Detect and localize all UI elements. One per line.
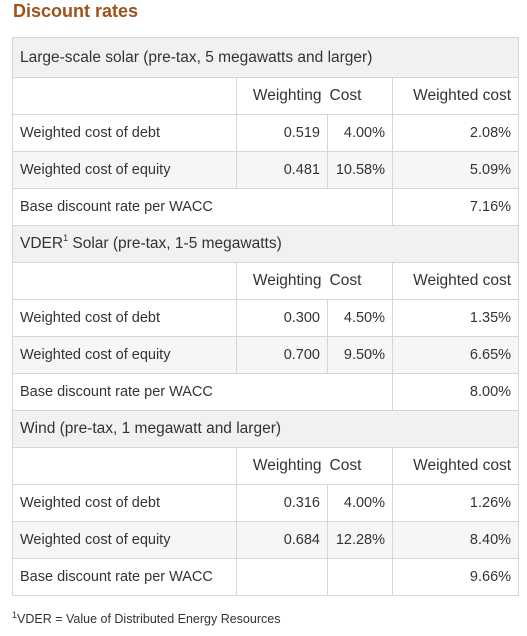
cost-value: 12.28% [327,521,393,559]
weighted-cost-value: 6.65% [391,336,520,374]
weighted-cost-header: Weighted cost [391,262,520,300]
column-header-row: Weighting Cost Weighted cost [12,77,520,115]
discount-rates-table: Large-scale solar (pre-tax, 5 megawatts … [11,37,520,596]
weighted-cost-value: 8.00% [391,373,520,411]
section-title-text: Large-scale solar (pre-tax, 5 megawatts … [20,48,373,66]
cost-value: 9.50% [327,336,393,374]
row-label: Weighted cost of equity [12,521,237,559]
weighting-value: 0.684 [236,521,328,559]
weighting-value: 0.700 [236,336,328,374]
section-title-text: VDER [20,235,64,252]
table-row: Weighted cost of equity 0.684 12.28% 8.4… [12,521,520,559]
table-row: Base discount rate per WACC 7.16% [12,188,520,226]
section-title-text: Wind (pre-tax, 1 megawatt and larger) [20,420,282,437]
row-label: Weighted cost of debt [12,114,237,152]
cost-header: Cost [327,447,393,485]
empty-cell [236,558,328,596]
weighting-value: 0.300 [236,299,328,337]
page-title: Discount rates [13,1,139,21]
weighted-cost-value: 1.35% [391,299,520,337]
weighting-header: Weighting [236,447,328,485]
empty-cell [12,262,237,300]
weighting-value: 0.519 [236,114,328,152]
cost-header: Cost [327,77,393,115]
row-label: Weighted cost of equity [12,151,237,189]
weighted-cost-value: 9.66% [391,558,520,596]
weighting-value: 0.481 [236,151,328,189]
cost-value: 4.50% [327,299,393,337]
section-header-large-scale-solar: Large-scale solar (pre-tax, 5 megawatts … [11,37,520,78]
table-row: Weighted cost of debt 0.300 4.50% 1.35% [12,299,520,337]
cost-header: Cost [327,262,393,300]
column-header-row: Weighting Cost Weighted cost [12,262,520,300]
section-title-rest: Solar (pre-tax, 1-5 megawatts) [68,235,282,252]
table-row: Weighted cost of equity 0.700 9.50% 6.65… [12,336,520,374]
footnote-text: VDER = Value of Distributed Energy Resou… [17,612,281,626]
table-row: Weighted cost of debt 0.519 4.00% 2.08% [12,114,520,152]
column-header-row: Weighting Cost Weighted cost [12,447,520,485]
cost-value: 4.00% [327,114,393,152]
empty-cell [12,447,237,485]
footnote: 1VDER = Value of Distributed Energy Reso… [12,610,281,626]
weighted-cost-value: 5.09% [391,151,520,189]
row-label: Base discount rate per WACC [12,188,393,226]
row-label: Base discount rate per WACC [12,558,237,596]
weighted-cost-value: 2.08% [391,114,520,152]
section-header-wind: Wind (pre-tax, 1 megawatt and larger) [11,410,520,448]
row-label: Base discount rate per WACC [12,373,393,411]
weighting-header: Weighting [236,262,328,300]
empty-cell [327,558,393,596]
table-row: Weighted cost of debt 0.316 4.00% 1.26% [12,484,520,522]
weighting-header: Weighting [236,77,328,115]
section-title: VDER1 Solar (pre-tax, 1-5 megawatts) [11,225,520,263]
footnote-marker: 1 [63,233,69,243]
weighted-cost-header: Weighted cost [391,77,520,115]
weighting-value: 0.316 [236,484,328,522]
weighted-cost-header: Weighted cost [391,447,520,485]
row-label: Weighted cost of debt [12,484,237,522]
table-row: Weighted cost of equity 0.481 10.58% 5.0… [12,151,520,189]
section-title: Large-scale solar (pre-tax, 5 megawatts … [11,37,520,78]
footnote-mark: 1 [12,610,18,620]
section-header-vder-solar: VDER1 Solar (pre-tax, 1-5 megawatts) [11,225,520,263]
weighted-cost-value: 1.26% [391,484,520,522]
cost-value: 10.58% [327,151,393,189]
section-title: Wind (pre-tax, 1 megawatt and larger) [11,410,520,448]
table-row: Base discount rate per WACC 8.00% [12,373,520,411]
empty-cell [12,77,237,115]
row-label: Weighted cost of equity [12,336,237,374]
weighted-cost-value: 8.40% [391,521,520,559]
row-label: Weighted cost of debt [12,299,237,337]
weighted-cost-value: 7.16% [391,188,520,226]
cost-value: 4.00% [327,484,393,522]
table-row: Base discount rate per WACC 9.66% [12,558,520,596]
